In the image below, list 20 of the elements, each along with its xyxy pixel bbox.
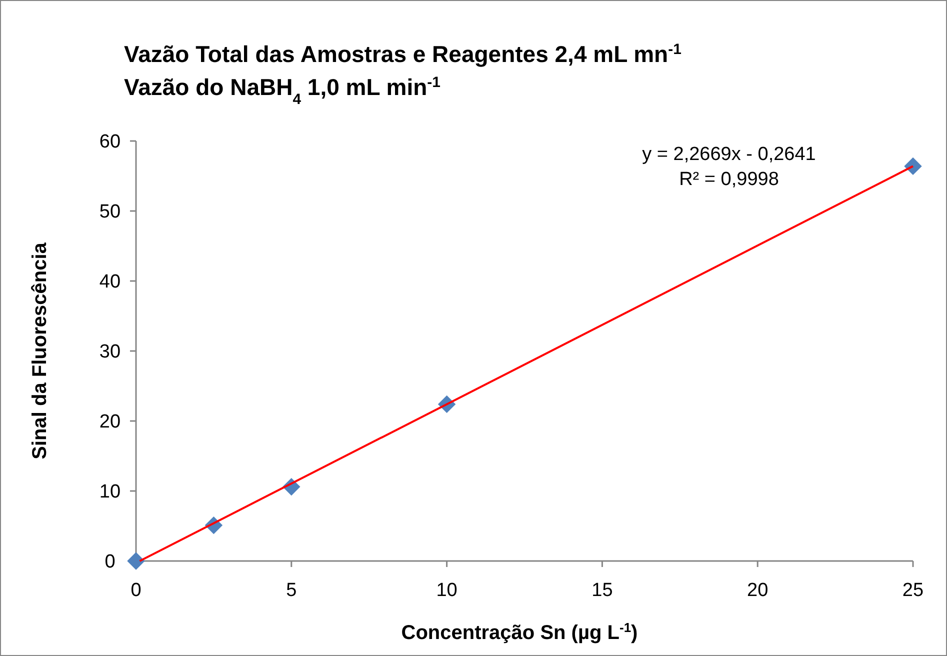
x-tick-label: 0 [130,580,142,601]
x-axis-title: Concentração Sn (µg L$^{-1}$) [401,620,638,644]
y-tick-label: 0 [104,552,116,573]
y-tick-label: 60 [99,132,121,153]
chart-title: Vazão Total das Amostras e Reagentes 2,4 mL mn$^{-1}$ Vazão do NaBH$_{4}$ 1,0 mL min$^{-1}$ [124,40,682,108]
y-tick-label: 30 [99,342,121,363]
y-tick-label: 50 [99,202,121,223]
x-tick-label: 5 [286,580,297,601]
point [127,552,145,570]
x-tick-label: 10 [436,580,458,601]
y-axis-title: Sinal da Fluorescência [29,242,51,460]
x-tick-label: 15 [592,580,613,601]
y-tick-label: 40 [99,272,121,293]
x-tick-label: 25 [902,580,924,601]
x-tick-label: 20 [747,580,768,601]
y-tick-label: 10 [99,482,121,503]
annotation: R² = 0,9998 [679,169,779,190]
point [904,157,922,176]
annotation: y = 2,2669x - 0,2641 [642,144,816,165]
y-tick-label: 20 [99,412,121,433]
